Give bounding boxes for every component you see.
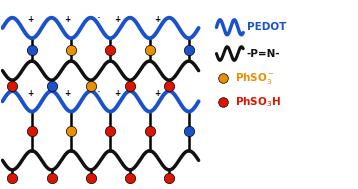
Point <box>9 84 15 87</box>
Point <box>147 48 153 51</box>
Text: PhSO$_3$H: PhSO$_3$H <box>235 95 281 109</box>
Text: +: + <box>115 15 121 24</box>
Point <box>49 177 54 180</box>
Point <box>29 48 35 51</box>
Text: PEDOT: PEDOT <box>247 22 286 32</box>
Text: -P=N-: -P=N- <box>247 49 280 59</box>
Point <box>49 84 54 87</box>
Text: +: + <box>154 89 160 98</box>
Point <box>9 177 15 180</box>
Point <box>220 101 226 104</box>
Point <box>107 48 113 51</box>
Point <box>220 77 226 80</box>
Point <box>147 130 153 133</box>
Point <box>127 177 133 180</box>
Text: ·: · <box>97 86 101 99</box>
Point <box>166 177 172 180</box>
Text: +: + <box>115 89 121 98</box>
Point <box>166 84 172 87</box>
Point <box>88 177 93 180</box>
Point <box>29 130 35 133</box>
Text: +: + <box>64 89 71 98</box>
Text: PhSO$_3^-$: PhSO$_3^-$ <box>235 71 275 86</box>
Point <box>186 130 192 133</box>
Text: ·: · <box>97 12 101 25</box>
Text: +: + <box>64 15 71 24</box>
Point <box>107 130 113 133</box>
Point <box>127 84 133 87</box>
Text: +: + <box>27 15 33 24</box>
Text: +: + <box>154 15 160 24</box>
Text: +: + <box>27 89 33 98</box>
Point <box>186 48 192 51</box>
Point <box>68 130 74 133</box>
Point <box>68 48 74 51</box>
Point <box>88 84 93 87</box>
